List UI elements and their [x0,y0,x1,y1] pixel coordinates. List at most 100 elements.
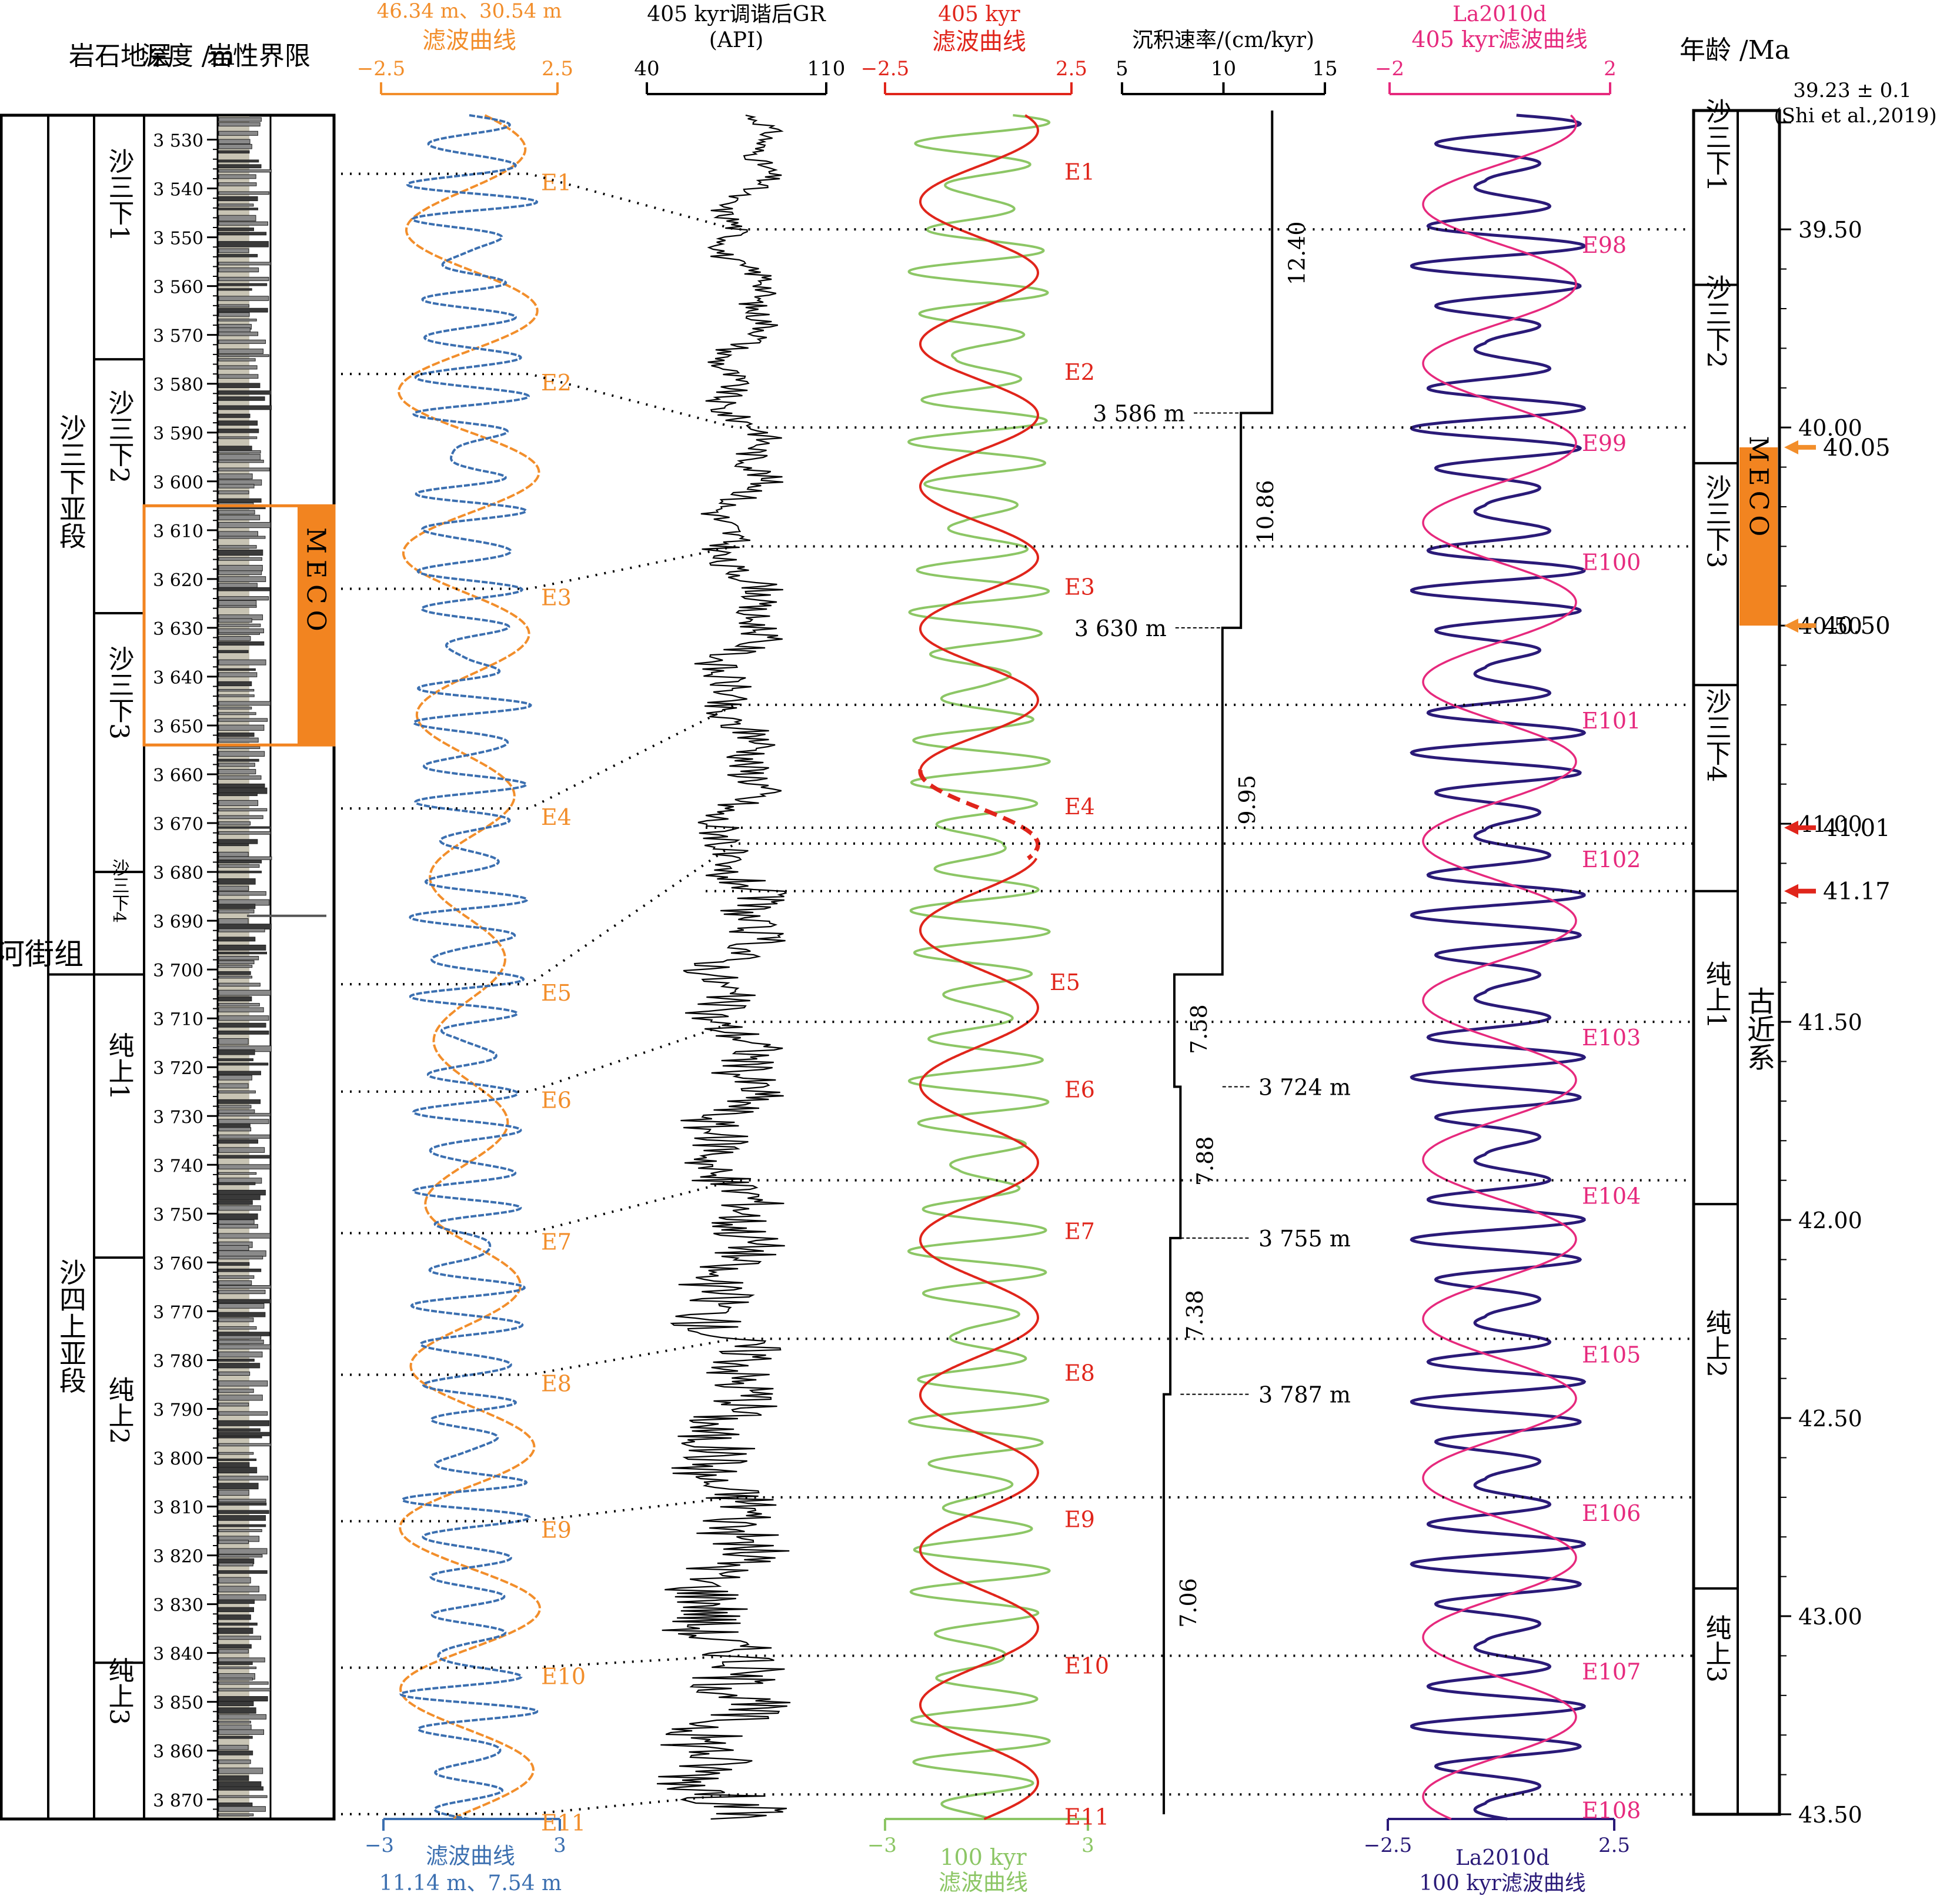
la405-tick-min: −2 [1375,57,1404,81]
event-label-filter: E9 [541,1517,572,1543]
depth-tick-label: 3 700 [153,961,203,981]
event-label-filter: E3 [541,584,572,610]
sedrate-break: 3 724 m [1258,1074,1351,1100]
depth-tick-label: 3 710 [153,1009,203,1030]
age-tick-label: 43.00 [1798,1604,1862,1630]
la100-subtitle: 100 kyr滤波曲线 [1419,1871,1586,1895]
depth-tick-label: 3 580 [153,375,203,396]
track1b-tick-max: 3 [553,1834,566,1857]
age-unit-label: 纯上3 [1701,1614,1731,1683]
event-label-405: E7 [1064,1219,1095,1245]
age-tick-label: 42.50 [1798,1406,1862,1432]
la100-tick-max: 2.5 [1598,1834,1630,1857]
age-unit-label: 纯上1 [1701,961,1731,1029]
unit-label: 纯上1 [104,1032,134,1100]
event-label-405: E4 [1064,794,1095,820]
age-unit-label: 沙三下4 [1701,688,1731,782]
depth-tick-label: 3 630 [153,619,203,640]
event-label-405: E2 [1064,359,1095,385]
depth-tick-label: 3 740 [153,1156,203,1176]
system-label: 古近系 [1742,987,1775,1071]
depth-tick-label: 3 720 [153,1058,203,1079]
correlation-line [341,1179,1694,1235]
sedrate-value: 12.40 [1284,221,1310,285]
event-label-filter: E2 [541,370,572,396]
col-depth-header: 深度 /m [142,41,235,71]
age-arrow-label: 41.01 [1823,815,1891,842]
depth-tick-label: 3 560 [153,277,203,298]
la100-title: La2010d [1455,1846,1550,1870]
unit-label: 纯上2 [104,1376,134,1444]
event-label-405: E5 [1050,969,1080,995]
depth-tick-label: 3 800 [153,1449,203,1470]
depth-tick-label: 3 760 [153,1253,203,1274]
la100-tick-min: −2.5 [1364,1834,1413,1857]
age-column: 年龄 /Ma 39.23 ± 0.1 (Shi et al.,2019) 沙三下… [1679,35,1937,1828]
member-label: 沙四上亚段 [55,1259,87,1394]
age-arrow [1784,820,1816,835]
event-label-la: E99 [1582,430,1627,456]
age-arrow-label: 40.50 [1823,613,1891,640]
age-tick-label: 41.50 [1798,1009,1862,1035]
correlation-line [341,1337,1694,1376]
depth-tick-label: 3 790 [153,1400,203,1420]
track1-tick-max: 2.5 [542,57,573,81]
sedrate-tick: 5 [1116,57,1128,81]
f100-subtitle: 滤波曲线 [939,1870,1028,1895]
depth-tick-label: 3 730 [153,1107,203,1128]
depth-tick-label: 3 680 [153,863,203,884]
meco-label-left: MECO [301,527,331,637]
gr-tick-max: 110 [807,57,846,81]
sedrate-value: 7.58 [1186,1004,1212,1054]
meco-box-right [1739,447,1778,626]
event-label-la: E102 [1582,847,1641,872]
age-arrow-label: 40.05 [1823,434,1891,462]
track1-subtitle: 滤波曲线 [422,27,516,54]
age-unit-label: 沙三下2 [1701,274,1731,368]
depth-tick-label: 3 750 [153,1205,203,1225]
depth-tick-label: 3 550 [153,229,203,249]
f405-tick-min: −2.5 [861,57,910,81]
event-label-405: E6 [1064,1077,1095,1103]
event-label-filter: E11 [541,1810,586,1836]
event-label-405: E11 [1064,1804,1109,1830]
f100-tick-max: 3 [1081,1834,1094,1857]
track1b-title: 滤波曲线 [426,1843,515,1869]
event-label-filter: E4 [541,804,572,830]
age-unit-label: 纯上2 [1701,1309,1731,1377]
event-label-la: E103 [1582,1025,1641,1051]
depth-tick-label: 3 840 [153,1644,203,1665]
depth-tick-label: 3 610 [153,521,203,542]
age-arrow [1784,884,1816,898]
correlation-line [341,1496,1694,1523]
event-label-filter: E7 [541,1229,572,1255]
sedrate-value: 7.06 [1176,1578,1201,1628]
event-label-la: E108 [1582,1797,1641,1823]
f100-title: 100 kyr [940,1844,1027,1870]
age-tick-label: 40.00 [1798,415,1862,441]
depth-tick-label: 3 820 [153,1547,203,1567]
gr-title: 405 kyr调谐后GR [647,2,826,26]
unit-label: 纯上3 [104,1657,134,1725]
correlation-line [341,1021,1694,1093]
depth-tick-label: 3 830 [153,1596,203,1616]
event-label-405: E1 [1064,159,1095,185]
event-label-la: E105 [1582,1342,1641,1367]
sedrate-value: 9.95 [1234,775,1260,825]
sedrate-break: 3 630 m [1074,616,1167,641]
sedrate-break: 3 755 m [1258,1226,1351,1252]
event-label-405: E8 [1064,1360,1095,1386]
unit-label: 沙三下1 [104,148,134,242]
event-label-la: E104 [1582,1183,1641,1209]
f405-subtitle: 滤波曲线 [932,28,1026,55]
track1b-subtitle: 11.14 m、7.54 m [379,1871,562,1895]
depth-tick-label: 3 540 [153,180,203,200]
correlation-line [341,1654,1694,1669]
depth-tick-label: 3 620 [153,570,203,591]
la405-title: La2010d [1453,2,1547,26]
event-label-la: E101 [1582,708,1641,734]
event-label-filter: E10 [541,1664,586,1690]
depth-tick-label: 3 810 [153,1498,203,1519]
